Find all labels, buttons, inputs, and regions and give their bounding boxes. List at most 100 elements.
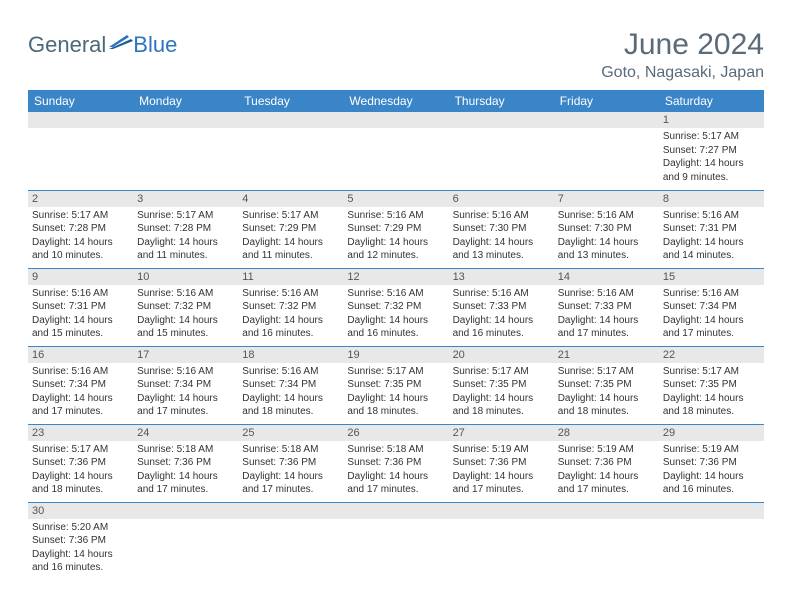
calendar-week-row: 16Sunrise: 5:16 AMSunset: 7:34 PMDayligh… [28,346,764,424]
day-number: 16 [28,347,133,363]
calendar-week-row: 2Sunrise: 5:17 AMSunset: 7:28 PMDaylight… [28,190,764,268]
calendar-day-cell: 7Sunrise: 5:16 AMSunset: 7:30 PMDaylight… [554,190,659,268]
day-details: Sunrise: 5:19 AMSunset: 7:36 PMDaylight:… [449,441,554,501]
day-number: 27 [449,425,554,441]
day-details: Sunrise: 5:18 AMSunset: 7:36 PMDaylight:… [238,441,343,501]
calendar-day-cell: 14Sunrise: 5:16 AMSunset: 7:33 PMDayligh… [554,268,659,346]
calendar-day-cell: 3Sunrise: 5:17 AMSunset: 7:28 PMDaylight… [133,190,238,268]
calendar-day-cell [659,502,764,580]
calendar-day-cell: 30Sunrise: 5:20 AMSunset: 7:36 PMDayligh… [28,502,133,580]
calendar-day-cell: 20Sunrise: 5:17 AMSunset: 7:35 PMDayligh… [449,346,554,424]
day-number: 25 [238,425,343,441]
calendar-day-cell: 12Sunrise: 5:16 AMSunset: 7:32 PMDayligh… [343,268,448,346]
calendar-day-cell [449,502,554,580]
calendar-day-cell: 11Sunrise: 5:16 AMSunset: 7:32 PMDayligh… [238,268,343,346]
day-number: 19 [343,347,448,363]
day-details: Sunrise: 5:16 AMSunset: 7:34 PMDaylight:… [659,285,764,345]
weekday-heading: Friday [554,90,659,112]
calendar-day-cell [554,112,659,190]
day-details: Sunrise: 5:16 AMSunset: 7:31 PMDaylight:… [28,285,133,345]
day-details: Sunrise: 5:16 AMSunset: 7:32 PMDaylight:… [238,285,343,345]
calendar-day-cell [343,502,448,580]
day-number: 4 [238,191,343,207]
day-number-bar [133,503,238,519]
day-details: Sunrise: 5:16 AMSunset: 7:31 PMDaylight:… [659,207,764,267]
calendar-day-cell: 2Sunrise: 5:17 AMSunset: 7:28 PMDaylight… [28,190,133,268]
day-details: Sunrise: 5:19 AMSunset: 7:36 PMDaylight:… [659,441,764,501]
header: General Blue June 2024 Goto, Nagasaki, J… [28,28,764,82]
logo-text-general: General [28,32,106,58]
day-details: Sunrise: 5:20 AMSunset: 7:36 PMDaylight:… [28,519,133,579]
day-number: 3 [133,191,238,207]
day-details: Sunrise: 5:17 AMSunset: 7:28 PMDaylight:… [133,207,238,267]
day-details: Sunrise: 5:17 AMSunset: 7:28 PMDaylight:… [28,207,133,267]
day-details: Sunrise: 5:16 AMSunset: 7:33 PMDaylight:… [554,285,659,345]
weekday-heading: Wednesday [343,90,448,112]
day-number-bar [554,503,659,519]
calendar-day-cell: 15Sunrise: 5:16 AMSunset: 7:34 PMDayligh… [659,268,764,346]
day-number-bar [343,112,448,128]
day-details: Sunrise: 5:16 AMSunset: 7:30 PMDaylight:… [449,207,554,267]
calendar-day-cell [554,502,659,580]
day-number-bar [659,503,764,519]
day-details: Sunrise: 5:17 AMSunset: 7:35 PMDaylight:… [343,363,448,423]
calendar-day-cell: 26Sunrise: 5:18 AMSunset: 7:36 PMDayligh… [343,424,448,502]
day-number: 6 [449,191,554,207]
calendar-day-cell: 13Sunrise: 5:16 AMSunset: 7:33 PMDayligh… [449,268,554,346]
calendar-day-cell: 16Sunrise: 5:16 AMSunset: 7:34 PMDayligh… [28,346,133,424]
day-number: 7 [554,191,659,207]
day-number: 17 [133,347,238,363]
calendar-day-cell [238,502,343,580]
calendar-week-row: 30Sunrise: 5:20 AMSunset: 7:36 PMDayligh… [28,502,764,580]
day-number: 11 [238,269,343,285]
day-details: Sunrise: 5:19 AMSunset: 7:36 PMDaylight:… [554,441,659,501]
calendar-day-cell: 17Sunrise: 5:16 AMSunset: 7:34 PMDayligh… [133,346,238,424]
day-details: Sunrise: 5:17 AMSunset: 7:35 PMDaylight:… [554,363,659,423]
day-number: 15 [659,269,764,285]
day-details: Sunrise: 5:17 AMSunset: 7:29 PMDaylight:… [238,207,343,267]
calendar-day-cell [449,112,554,190]
day-number: 24 [133,425,238,441]
calendar-day-cell: 29Sunrise: 5:19 AMSunset: 7:36 PMDayligh… [659,424,764,502]
day-number: 28 [554,425,659,441]
calendar-day-cell: 4Sunrise: 5:17 AMSunset: 7:29 PMDaylight… [238,190,343,268]
day-details: Sunrise: 5:16 AMSunset: 7:34 PMDaylight:… [133,363,238,423]
calendar-day-cell [343,112,448,190]
calendar-day-cell [133,112,238,190]
calendar-day-cell: 24Sunrise: 5:18 AMSunset: 7:36 PMDayligh… [133,424,238,502]
day-details: Sunrise: 5:17 AMSunset: 7:27 PMDaylight:… [659,128,764,188]
day-number: 12 [343,269,448,285]
day-number: 26 [343,425,448,441]
calendar-day-cell: 9Sunrise: 5:16 AMSunset: 7:31 PMDaylight… [28,268,133,346]
day-number-bar [343,503,448,519]
weekday-heading: Tuesday [238,90,343,112]
calendar-week-row: 1Sunrise: 5:17 AMSunset: 7:27 PMDaylight… [28,112,764,190]
calendar-table: Sunday Monday Tuesday Wednesday Thursday… [28,90,764,580]
weekday-heading: Sunday [28,90,133,112]
day-number: 9 [28,269,133,285]
calendar-week-row: 9Sunrise: 5:16 AMSunset: 7:31 PMDaylight… [28,268,764,346]
day-number: 14 [554,269,659,285]
day-number: 22 [659,347,764,363]
calendar-day-cell: 5Sunrise: 5:16 AMSunset: 7:29 PMDaylight… [343,190,448,268]
day-details: Sunrise: 5:18 AMSunset: 7:36 PMDaylight:… [133,441,238,501]
weekday-heading: Saturday [659,90,764,112]
day-number-bar [449,503,554,519]
day-details: Sunrise: 5:16 AMSunset: 7:32 PMDaylight:… [133,285,238,345]
day-details: Sunrise: 5:17 AMSunset: 7:35 PMDaylight:… [449,363,554,423]
day-number: 5 [343,191,448,207]
calendar-day-cell: 8Sunrise: 5:16 AMSunset: 7:31 PMDaylight… [659,190,764,268]
calendar-day-cell: 22Sunrise: 5:17 AMSunset: 7:35 PMDayligh… [659,346,764,424]
day-number-bar [238,112,343,128]
location: Goto, Nagasaki, Japan [601,64,764,82]
day-details: Sunrise: 5:16 AMSunset: 7:34 PMDaylight:… [238,363,343,423]
day-details: Sunrise: 5:17 AMSunset: 7:36 PMDaylight:… [28,441,133,501]
day-number-bar [28,112,133,128]
calendar-day-cell: 10Sunrise: 5:16 AMSunset: 7:32 PMDayligh… [133,268,238,346]
day-number: 18 [238,347,343,363]
day-number: 30 [28,503,133,519]
calendar-day-cell: 23Sunrise: 5:17 AMSunset: 7:36 PMDayligh… [28,424,133,502]
day-number-bar [133,112,238,128]
title-block: June 2024 Goto, Nagasaki, Japan [601,28,764,82]
day-number: 10 [133,269,238,285]
